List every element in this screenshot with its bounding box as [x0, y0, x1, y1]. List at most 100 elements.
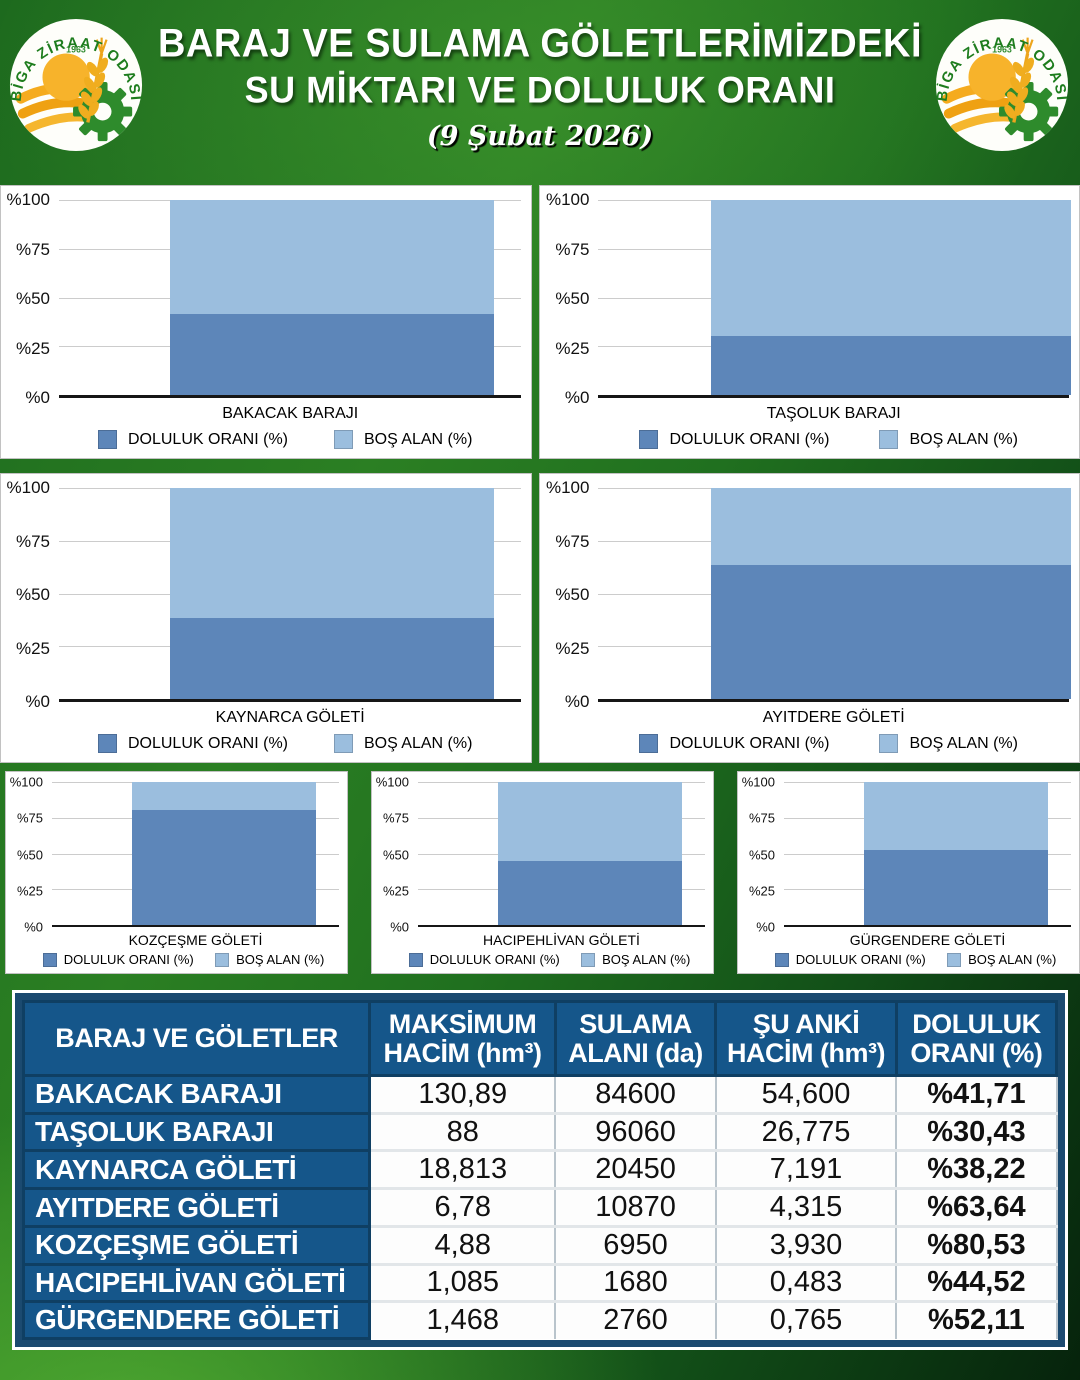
filled-swatch-icon	[408, 952, 423, 967]
table-row: HACIPEHLİVAN GÖLETİ 1,085 1680 0,483 %44,52	[21, 1262, 1058, 1304]
bar-segment-empty	[169, 200, 494, 314]
y-axis: %100 %75 %50 %25 %0	[544, 190, 598, 407]
bar-segment-filled	[864, 850, 1049, 925]
doluluk-orani-cell: %44,52	[895, 1262, 1058, 1302]
plot-grid	[598, 200, 1072, 398]
y-tick-label: %50	[16, 847, 43, 862]
plot-area: %100 %75 %50 %25 %0	[374, 775, 705, 935]
doluluk-orani-cell: %63,64	[895, 1187, 1058, 1227]
row-label-cell: KAYNARCA GÖLETİ	[21, 1149, 372, 1191]
y-axis: %100 %75 %50 %25 %0	[5, 478, 59, 711]
chart-title: GÜRGENDERE GÖLETİ	[849, 932, 1006, 948]
table-row: AYITDERE GÖLETİ 6,78 10870 4,315 %63,64	[21, 1187, 1058, 1228]
chart-panel-3: %100 %75 %50 %25 %0 KAYNARCA GÖLETİ DOLULUK OR…	[0, 473, 533, 763]
stacked-bar	[169, 200, 494, 395]
legend-label: DOLULUK ORANI (%)	[429, 952, 560, 967]
chart-title: KAYNARCA GÖLETİ	[215, 709, 365, 726]
y-tick-label: %100	[375, 774, 409, 790]
legend-label: BOŞ ALAN (%)	[602, 952, 691, 967]
table-row: TAŞOLUK BARAJI 88 96060 26,775 %30,43	[21, 1111, 1058, 1153]
y-tick-label: %25	[15, 638, 50, 658]
stacked-bar	[498, 782, 683, 925]
y-tick-label: %100	[6, 190, 50, 209]
bar-segment-filled	[169, 313, 494, 395]
summary-table-frame: BARAJ VE GÖLETLER MAKSİMUM HACİM (hm³) SUL…	[12, 990, 1068, 1350]
su-anki-hacim-cell: 26,775	[714, 1111, 898, 1151]
row-label-cell: HACIPEHLİVAN GÖLETİ	[21, 1262, 372, 1304]
header: BİGA ZİRAAT ODASI 1963 BARAJ VE SULAMA G…	[0, 0, 1080, 183]
su-anki-hacim-cell: 54,600	[714, 1074, 898, 1114]
y-tick-label: %50	[15, 289, 50, 308]
empty-swatch-icon	[879, 734, 899, 753]
max-hacim-cell: 18,813	[368, 1149, 557, 1189]
legend-label: BOŞ ALAN (%)	[363, 430, 473, 448]
chart-row-1: %100 %75 %50 %25 %0 BAKACAK BARAJI DOLULUK ORA…	[0, 185, 1080, 459]
wheat-icon	[1004, 37, 1035, 123]
biga-ziraat-odasi-logo: BİGA ZİRAAT ODASI 1963	[935, 18, 1069, 152]
filled-swatch-icon	[42, 952, 57, 967]
chart-title: KOZÇEŞME GÖLETİ	[128, 932, 263, 948]
bar-segment-empty	[169, 488, 494, 619]
summary-table-border: BARAJ VE GÖLETLER MAKSİMUM HACİM (hm³) SUL…	[15, 993, 1065, 1347]
plot-area: %100 %75 %50 %25 %0	[8, 775, 339, 935]
doluluk-orani-cell: %41,71	[895, 1074, 1058, 1114]
y-tick-label: %50	[555, 289, 590, 308]
y-tick-label: %0	[390, 919, 409, 935]
y-tick-label: %25	[15, 338, 50, 358]
y-tick-label: %25	[748, 883, 775, 899]
chart-panel-2: %100 %75 %50 %25 %0 TAŞOLUK BARAJI DOLULUK ORA…	[539, 185, 1080, 459]
chart-legend: DOLULUK ORANI (%) BOŞ ALAN (%)	[5, 729, 521, 757]
sulama-alani-cell: 84600	[554, 1074, 717, 1114]
table-header-cell: ŞU ANKİ HACİM (hm³)	[714, 1000, 898, 1077]
chart-row-3: %100 %75 %50 %25 %0 KOZÇEŞME GÖLETİ DOLULUK OR…	[0, 771, 1080, 974]
bar-segment-empty	[132, 782, 317, 810]
chart-panel-4: %100 %75 %50 %25 %0 AYITDERE GÖLETİ DOLULUK OR…	[539, 473, 1080, 763]
y-tick-label: %25	[555, 338, 590, 358]
chart-panel-5: %100 %75 %50 %25 %0 KOZÇEŞME GÖLETİ DOLULUK OR…	[5, 771, 348, 974]
row-label-cell: TAŞOLUK BARAJI	[21, 1111, 372, 1153]
plot-grid	[784, 782, 1071, 927]
y-axis: %100 %75 %50 %25 %0	[8, 775, 52, 935]
stacked-bar	[132, 782, 317, 925]
plot-grid	[59, 488, 522, 702]
row-label-cell: KOZÇEŞME GÖLETİ	[21, 1224, 372, 1266]
legend-item: BOŞ ALAN (%)	[333, 734, 472, 753]
y-axis: %100 %75 %50 %25 %0	[374, 775, 418, 935]
y-tick-label: %75	[15, 239, 50, 259]
y-tick-label: %75	[748, 810, 775, 826]
stacked-bar	[711, 488, 1072, 699]
legend-item: DOLULUK ORANI (%)	[97, 734, 288, 753]
doluluk-orani-cell: %38,22	[895, 1149, 1058, 1189]
max-hacim-cell: 4,88	[368, 1224, 557, 1265]
y-tick-label: %100	[6, 478, 50, 497]
legend-item: DOLULUK ORANI (%)	[774, 952, 926, 967]
legend-label: BOŞ ALAN (%)	[909, 430, 1018, 448]
legend-label: DOLULUK ORANI (%)	[669, 734, 830, 752]
y-tick-label: %50	[748, 847, 775, 862]
plot-area: %100 %75 %50 %25 %0	[5, 478, 522, 711]
y-tick-label: %0	[25, 692, 50, 711]
su-anki-hacim-cell: 0,765	[714, 1300, 898, 1339]
wheat-icon	[78, 37, 109, 123]
y-tick-label: %75	[16, 810, 43, 826]
y-tick-label: %75	[382, 810, 409, 826]
plot-grid	[598, 488, 1072, 702]
plot-grid	[59, 200, 522, 398]
empty-swatch-icon	[215, 952, 230, 967]
table-header-cell: SULAMA ALANI (da)	[553, 1000, 718, 1077]
poster-title-line-1: BARAJ VE SULAMA GÖLETLERİMİZDEKİ	[157, 22, 923, 66]
legend-item: DOLULUK ORANI (%)	[42, 952, 194, 967]
su-anki-hacim-cell: 7,191	[714, 1149, 898, 1189]
title-block: BARAJ VE SULAMA GÖLETLERİMİZDEKİ SU MİKT…	[150, 22, 930, 152]
y-tick-label: %50	[382, 847, 409, 862]
max-hacim-cell: 130,89	[368, 1074, 557, 1114]
bar-segment-filled	[498, 861, 683, 925]
sulama-alani-cell: 6950	[554, 1224, 717, 1265]
chart-title: HACIPEHLİVAN GÖLETİ	[483, 932, 640, 948]
sulama-alani-cell: 20450	[554, 1149, 717, 1189]
bar-segment-empty	[864, 782, 1049, 851]
legend-item: DOLULUK ORANI (%)	[639, 430, 829, 449]
legend-label: BOŞ ALAN (%)	[236, 952, 325, 967]
empty-swatch-icon	[333, 734, 353, 753]
